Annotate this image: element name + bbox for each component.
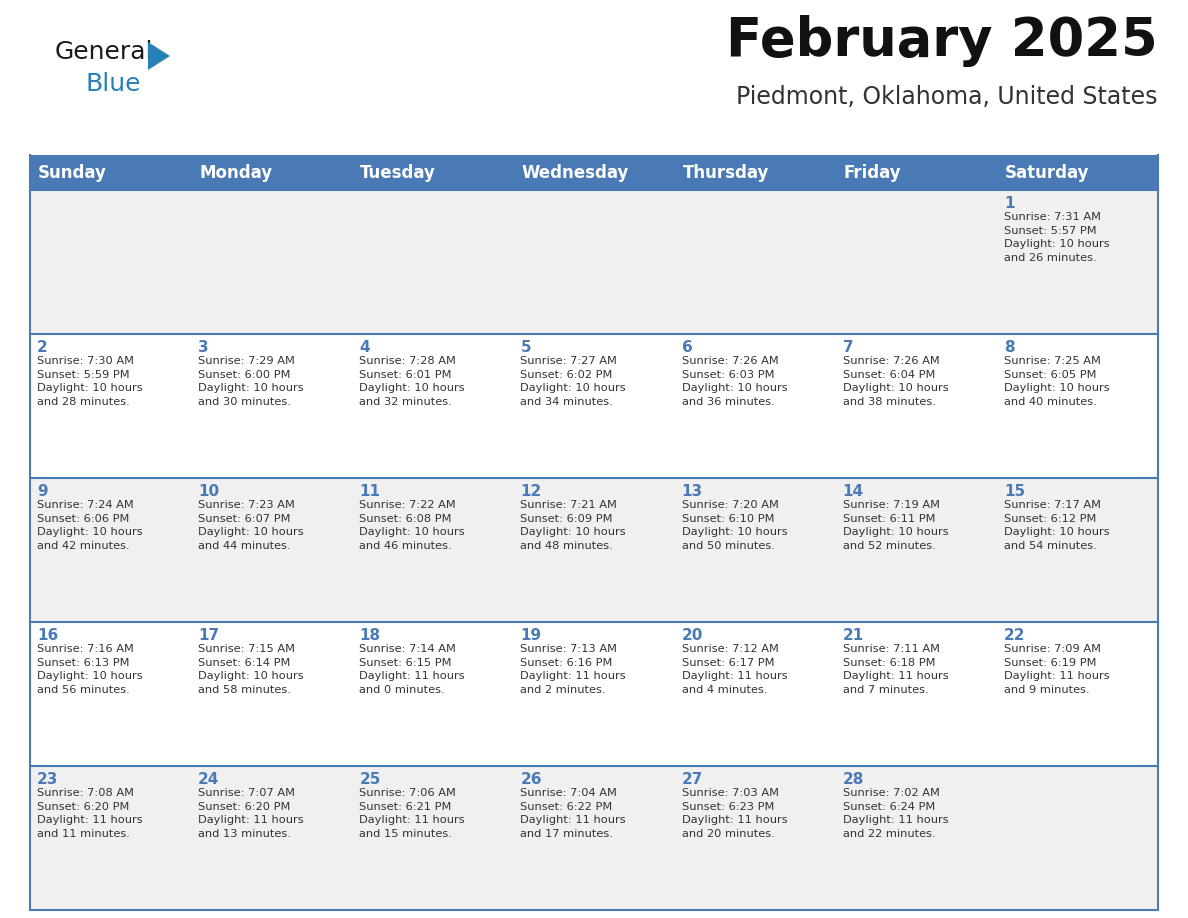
Text: Sunrise: 7:24 AM
Sunset: 6:06 PM
Daylight: 10 hours
and 42 minutes.: Sunrise: 7:24 AM Sunset: 6:06 PM Dayligh… bbox=[37, 500, 143, 551]
Text: Sunrise: 7:13 AM
Sunset: 6:16 PM
Daylight: 11 hours
and 2 minutes.: Sunrise: 7:13 AM Sunset: 6:16 PM Dayligh… bbox=[520, 644, 626, 695]
Text: Sunrise: 7:25 AM
Sunset: 6:05 PM
Daylight: 10 hours
and 40 minutes.: Sunrise: 7:25 AM Sunset: 6:05 PM Dayligh… bbox=[1004, 356, 1110, 407]
Text: 15: 15 bbox=[1004, 484, 1025, 499]
Bar bbox=[30, 622, 1158, 766]
Text: 1: 1 bbox=[1004, 196, 1015, 211]
Text: Sunrise: 7:17 AM
Sunset: 6:12 PM
Daylight: 10 hours
and 54 minutes.: Sunrise: 7:17 AM Sunset: 6:12 PM Dayligh… bbox=[1004, 500, 1110, 551]
Text: 17: 17 bbox=[198, 628, 220, 643]
Text: Sunrise: 7:30 AM
Sunset: 5:59 PM
Daylight: 10 hours
and 28 minutes.: Sunrise: 7:30 AM Sunset: 5:59 PM Dayligh… bbox=[37, 356, 143, 407]
Text: 21: 21 bbox=[842, 628, 864, 643]
Text: 6: 6 bbox=[682, 340, 693, 355]
Text: Sunrise: 7:12 AM
Sunset: 6:17 PM
Daylight: 11 hours
and 4 minutes.: Sunrise: 7:12 AM Sunset: 6:17 PM Dayligh… bbox=[682, 644, 788, 695]
Text: Friday: Friday bbox=[843, 163, 902, 182]
Text: Sunrise: 7:31 AM
Sunset: 5:57 PM
Daylight: 10 hours
and 26 minutes.: Sunrise: 7:31 AM Sunset: 5:57 PM Dayligh… bbox=[1004, 212, 1110, 263]
Text: Sunrise: 7:29 AM
Sunset: 6:00 PM
Daylight: 10 hours
and 30 minutes.: Sunrise: 7:29 AM Sunset: 6:00 PM Dayligh… bbox=[198, 356, 304, 407]
Text: Sunrise: 7:19 AM
Sunset: 6:11 PM
Daylight: 10 hours
and 52 minutes.: Sunrise: 7:19 AM Sunset: 6:11 PM Dayligh… bbox=[842, 500, 948, 551]
Text: Sunrise: 7:08 AM
Sunset: 6:20 PM
Daylight: 11 hours
and 11 minutes.: Sunrise: 7:08 AM Sunset: 6:20 PM Dayligh… bbox=[37, 788, 143, 839]
Text: 14: 14 bbox=[842, 484, 864, 499]
Text: Sunrise: 7:09 AM
Sunset: 6:19 PM
Daylight: 11 hours
and 9 minutes.: Sunrise: 7:09 AM Sunset: 6:19 PM Dayligh… bbox=[1004, 644, 1110, 695]
Text: Wednesday: Wednesday bbox=[522, 163, 628, 182]
Text: 9: 9 bbox=[37, 484, 48, 499]
Text: 22: 22 bbox=[1004, 628, 1025, 643]
Text: 12: 12 bbox=[520, 484, 542, 499]
Text: Sunrise: 7:22 AM
Sunset: 6:08 PM
Daylight: 10 hours
and 46 minutes.: Sunrise: 7:22 AM Sunset: 6:08 PM Dayligh… bbox=[359, 500, 465, 551]
Text: Sunrise: 7:02 AM
Sunset: 6:24 PM
Daylight: 11 hours
and 22 minutes.: Sunrise: 7:02 AM Sunset: 6:24 PM Dayligh… bbox=[842, 788, 948, 839]
Text: 18: 18 bbox=[359, 628, 380, 643]
Bar bbox=[30, 155, 1158, 190]
Text: Sunrise: 7:15 AM
Sunset: 6:14 PM
Daylight: 10 hours
and 58 minutes.: Sunrise: 7:15 AM Sunset: 6:14 PM Dayligh… bbox=[198, 644, 304, 695]
Bar bbox=[30, 190, 1158, 334]
Text: 5: 5 bbox=[520, 340, 531, 355]
Text: 8: 8 bbox=[1004, 340, 1015, 355]
Text: 16: 16 bbox=[37, 628, 58, 643]
Text: Sunday: Sunday bbox=[38, 163, 107, 182]
Text: Sunrise: 7:20 AM
Sunset: 6:10 PM
Daylight: 10 hours
and 50 minutes.: Sunrise: 7:20 AM Sunset: 6:10 PM Dayligh… bbox=[682, 500, 788, 551]
Text: General: General bbox=[55, 40, 153, 64]
Bar bbox=[30, 478, 1158, 622]
Text: 28: 28 bbox=[842, 772, 864, 787]
Text: Sunrise: 7:06 AM
Sunset: 6:21 PM
Daylight: 11 hours
and 15 minutes.: Sunrise: 7:06 AM Sunset: 6:21 PM Dayligh… bbox=[359, 788, 465, 839]
Text: Monday: Monday bbox=[200, 163, 272, 182]
Text: 26: 26 bbox=[520, 772, 542, 787]
Text: Sunrise: 7:11 AM
Sunset: 6:18 PM
Daylight: 11 hours
and 7 minutes.: Sunrise: 7:11 AM Sunset: 6:18 PM Dayligh… bbox=[842, 644, 948, 695]
Polygon shape bbox=[148, 42, 170, 70]
Text: Sunrise: 7:23 AM
Sunset: 6:07 PM
Daylight: 10 hours
and 44 minutes.: Sunrise: 7:23 AM Sunset: 6:07 PM Dayligh… bbox=[198, 500, 304, 551]
Bar bbox=[30, 334, 1158, 478]
Text: 20: 20 bbox=[682, 628, 703, 643]
Text: 7: 7 bbox=[842, 340, 853, 355]
Text: 27: 27 bbox=[682, 772, 703, 787]
Text: Sunrise: 7:07 AM
Sunset: 6:20 PM
Daylight: 11 hours
and 13 minutes.: Sunrise: 7:07 AM Sunset: 6:20 PM Dayligh… bbox=[198, 788, 304, 839]
Text: Sunrise: 7:27 AM
Sunset: 6:02 PM
Daylight: 10 hours
and 34 minutes.: Sunrise: 7:27 AM Sunset: 6:02 PM Dayligh… bbox=[520, 356, 626, 407]
Text: 23: 23 bbox=[37, 772, 58, 787]
Text: Sunrise: 7:04 AM
Sunset: 6:22 PM
Daylight: 11 hours
and 17 minutes.: Sunrise: 7:04 AM Sunset: 6:22 PM Dayligh… bbox=[520, 788, 626, 839]
Text: Piedmont, Oklahoma, United States: Piedmont, Oklahoma, United States bbox=[737, 85, 1158, 109]
Text: 3: 3 bbox=[198, 340, 209, 355]
Text: Tuesday: Tuesday bbox=[360, 163, 436, 182]
Text: 2: 2 bbox=[37, 340, 48, 355]
Text: 11: 11 bbox=[359, 484, 380, 499]
Text: 19: 19 bbox=[520, 628, 542, 643]
Text: Sunrise: 7:26 AM
Sunset: 6:04 PM
Daylight: 10 hours
and 38 minutes.: Sunrise: 7:26 AM Sunset: 6:04 PM Dayligh… bbox=[842, 356, 948, 407]
Text: February 2025: February 2025 bbox=[726, 15, 1158, 67]
Text: Sunrise: 7:21 AM
Sunset: 6:09 PM
Daylight: 10 hours
and 48 minutes.: Sunrise: 7:21 AM Sunset: 6:09 PM Dayligh… bbox=[520, 500, 626, 551]
Text: Saturday: Saturday bbox=[1005, 163, 1089, 182]
Text: Blue: Blue bbox=[86, 72, 140, 96]
Text: Sunrise: 7:03 AM
Sunset: 6:23 PM
Daylight: 11 hours
and 20 minutes.: Sunrise: 7:03 AM Sunset: 6:23 PM Dayligh… bbox=[682, 788, 788, 839]
Text: 25: 25 bbox=[359, 772, 380, 787]
Text: 4: 4 bbox=[359, 340, 369, 355]
Text: Thursday: Thursday bbox=[683, 163, 769, 182]
Text: 10: 10 bbox=[198, 484, 220, 499]
Bar bbox=[30, 766, 1158, 910]
Text: 13: 13 bbox=[682, 484, 702, 499]
Text: Sunrise: 7:26 AM
Sunset: 6:03 PM
Daylight: 10 hours
and 36 minutes.: Sunrise: 7:26 AM Sunset: 6:03 PM Dayligh… bbox=[682, 356, 788, 407]
Text: Sunrise: 7:28 AM
Sunset: 6:01 PM
Daylight: 10 hours
and 32 minutes.: Sunrise: 7:28 AM Sunset: 6:01 PM Dayligh… bbox=[359, 356, 465, 407]
Text: Sunrise: 7:14 AM
Sunset: 6:15 PM
Daylight: 11 hours
and 0 minutes.: Sunrise: 7:14 AM Sunset: 6:15 PM Dayligh… bbox=[359, 644, 465, 695]
Text: Sunrise: 7:16 AM
Sunset: 6:13 PM
Daylight: 10 hours
and 56 minutes.: Sunrise: 7:16 AM Sunset: 6:13 PM Dayligh… bbox=[37, 644, 143, 695]
Text: 24: 24 bbox=[198, 772, 220, 787]
